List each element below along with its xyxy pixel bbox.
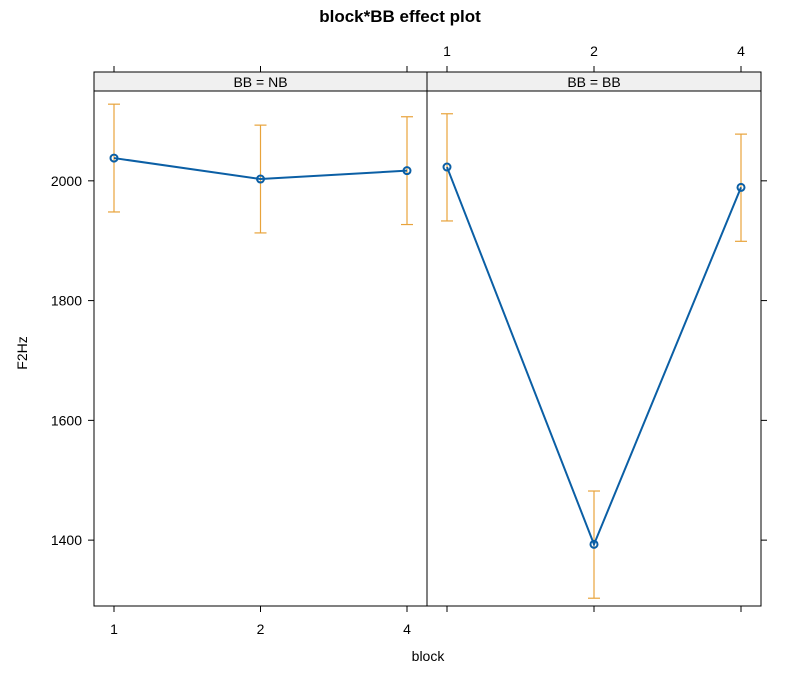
panel-2: BB = BB 1 2 4 bbox=[426, 43, 762, 612]
panels-layer: BB = NB 1 2 4 BB = BB 1 2 4 bbox=[93, 43, 762, 637]
chart-title: block*BB effect plot bbox=[319, 7, 481, 26]
x-tick-label-bottom: 4 bbox=[403, 621, 411, 637]
x-tick-label-top: 4 bbox=[737, 43, 745, 59]
y-tick-label: 2000 bbox=[51, 173, 82, 189]
data-point bbox=[736, 182, 746, 192]
x-tick-label-bottom: 1 bbox=[110, 621, 118, 637]
y-tick-label: 1400 bbox=[51, 532, 82, 548]
panel-1: BB = NB 1 2 4 bbox=[93, 66, 428, 637]
data-point bbox=[402, 166, 412, 176]
data-point bbox=[442, 162, 452, 172]
panel-strip-label: BB = NB bbox=[233, 74, 287, 90]
x-axis-title: block bbox=[412, 648, 446, 664]
data-point bbox=[256, 174, 265, 184]
y-tick-label: 1600 bbox=[51, 412, 82, 428]
axes-layer: 1400 1600 1800 2000 bbox=[51, 173, 767, 548]
y-axis-title: F2Hz bbox=[14, 336, 30, 369]
x-tick-label-top: 1 bbox=[443, 43, 451, 59]
x-tick-label-bottom: 2 bbox=[257, 621, 265, 637]
y-tick-label: 1800 bbox=[51, 293, 82, 309]
data-point bbox=[589, 539, 599, 549]
x-tick-label-top: 2 bbox=[590, 43, 598, 59]
series-line bbox=[446, 166, 742, 548]
panel-strip-label: BB = BB bbox=[567, 74, 620, 90]
series-line bbox=[113, 157, 408, 181]
data-point bbox=[109, 153, 119, 163]
